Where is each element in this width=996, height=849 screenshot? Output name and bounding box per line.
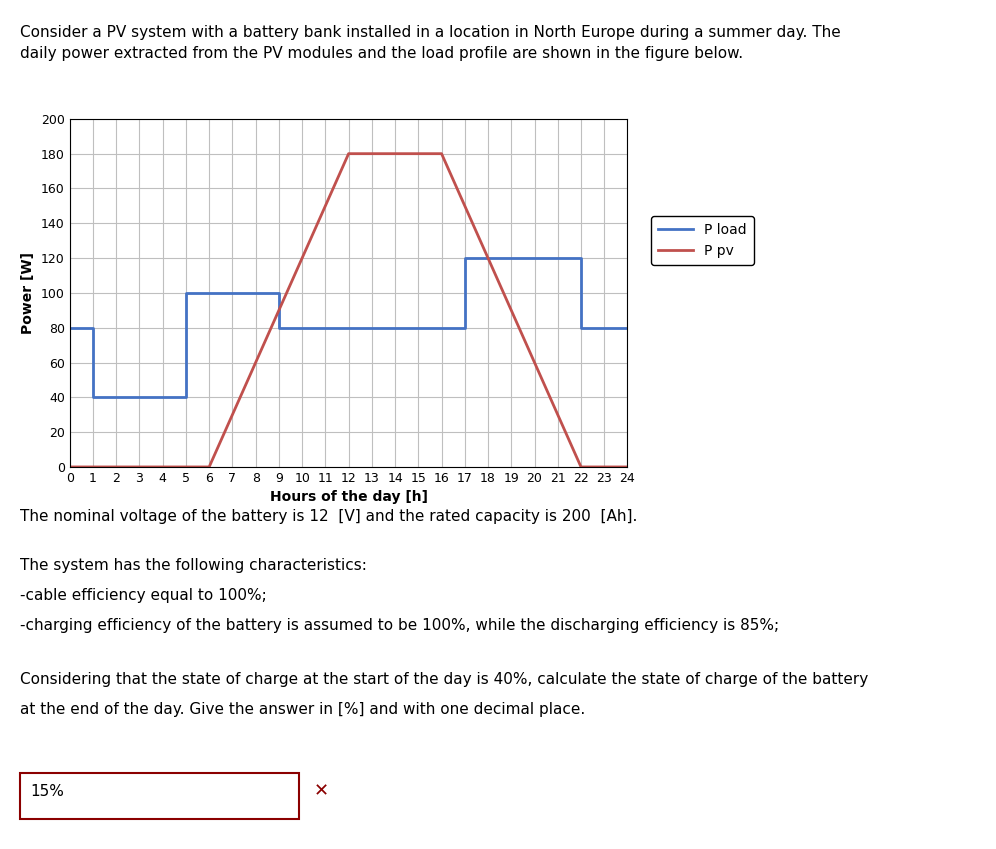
P load: [87, 392, 99, 402]
P load: [273, 288, 285, 298]
Text: -charging efficiency of the battery is assumed to be 100%, while the discharging: -charging efficiency of the battery is a…: [20, 618, 779, 633]
P load: [459, 323, 471, 333]
P load: [575, 253, 587, 263]
X-axis label: Hours of the day [h]: Hours of the day [h]: [270, 491, 427, 504]
Line: P pv: P pv: [70, 154, 627, 467]
Text: The system has the following characteristics:: The system has the following characteris…: [20, 559, 367, 573]
Text: 15%: 15%: [30, 784, 64, 799]
P load: [180, 392, 192, 402]
P load: [273, 323, 285, 333]
Text: Consider a PV system with a battery bank installed in a location in North Europe: Consider a PV system with a battery bank…: [20, 25, 841, 61]
P pv: [622, 462, 633, 472]
P load: [180, 288, 192, 298]
Legend: P load, P pv: P load, P pv: [651, 216, 754, 265]
P load: [64, 323, 76, 333]
P pv: [435, 149, 447, 159]
Y-axis label: Power [W]: Power [W]: [22, 252, 36, 334]
Text: The nominal voltage of the battery is 12  [V] and the rated capacity is 200  [Ah: The nominal voltage of the battery is 12…: [20, 509, 637, 525]
Text: Considering that the state of charge at the start of the day is 40%, calculate t: Considering that the state of charge at …: [20, 672, 869, 688]
P load: [622, 323, 633, 333]
Line: P load: P load: [70, 258, 627, 397]
P pv: [64, 462, 76, 472]
P load: [575, 323, 587, 333]
Text: at the end of the day. Give the answer in [%] and with one decimal place.: at the end of the day. Give the answer i…: [20, 702, 586, 717]
P load: [459, 253, 471, 263]
P pv: [575, 462, 587, 472]
P pv: [203, 462, 215, 472]
P load: [87, 323, 99, 333]
Text: ✕: ✕: [314, 783, 329, 801]
Text: -cable efficiency equal to 100%;: -cable efficiency equal to 100%;: [20, 588, 267, 603]
P pv: [343, 149, 355, 159]
